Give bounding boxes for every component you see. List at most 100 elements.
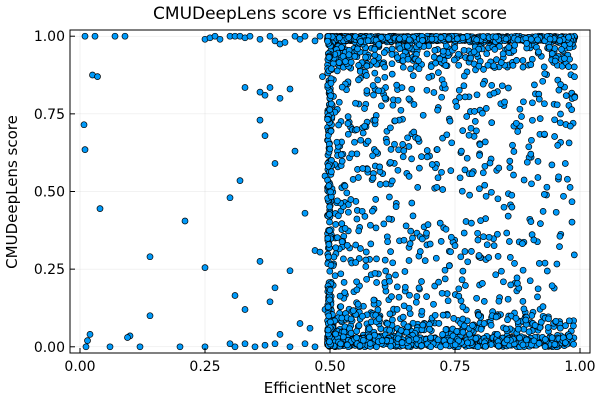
scatter-point [316,248,324,256]
scatter-point [539,303,547,310]
scatter-point [556,232,564,240]
scatter-point [404,134,411,142]
scatter-point [419,321,427,329]
scatter-point [481,162,489,170]
scatter-point [503,229,511,237]
scatter-point [551,341,559,348]
scatter-point [392,271,399,279]
scatter-point [338,83,346,91]
scatter-point [291,32,299,40]
scatter-point [338,157,346,165]
scatter-point [338,314,346,322]
scatter-point [211,32,219,40]
scatter-point [552,317,560,325]
scatter-point [296,35,304,43]
scatter-point [427,334,435,341]
scatter-point [393,306,401,313]
scatter-point [353,327,360,335]
scatter-point [423,153,431,161]
scatter-point [326,203,333,211]
scatter-point [438,289,446,297]
scatter-point [419,111,427,119]
scatter-point [353,126,361,133]
scatter-point [345,34,353,41]
scatter-point [534,293,541,301]
scatter-point [459,303,467,311]
scatter-point [436,55,444,63]
scatter-point [327,92,334,100]
scatter-point [226,194,234,202]
scatter-point [539,77,547,85]
scatter-point [370,296,378,304]
scatter-point [473,127,480,135]
scatter-point [541,336,549,343]
scatter-point [494,195,502,203]
scatter-point [485,233,493,241]
scatter-point [484,61,492,69]
scatter-point [463,154,471,162]
scatter-point [405,36,413,44]
scatter-point [359,312,366,320]
scatter-point [324,326,332,334]
scatter-point [514,279,521,287]
scatter-point [407,65,414,73]
scatter-point [388,177,396,185]
scatter-point [418,342,425,349]
scatter-point [548,282,556,290]
scatter-point [511,260,518,267]
scatter-point [357,136,365,144]
scatter-point [494,230,501,238]
scatter-point [325,54,333,61]
scatter-point [463,113,471,120]
scatter-point [343,189,351,197]
scatter-point [231,343,239,351]
scatter-point [537,318,545,326]
scatter-point [251,343,259,351]
scatter-point [396,35,403,43]
scatter-point [467,54,475,62]
scatter-point [311,343,319,351]
scatter-point [445,35,453,43]
scatter-point [326,338,333,346]
scatter-point [306,324,314,332]
scatter-point [474,236,482,244]
scatter-point [541,130,548,138]
scatter-point [535,48,542,56]
scatter-point [333,67,341,75]
scatter-point [508,191,516,199]
scatter-point [355,76,362,84]
scatter-point [492,33,500,41]
scatter-point [527,61,535,68]
scatter-point [401,283,409,291]
scatter-point [557,110,564,118]
scatter-point [461,166,469,174]
scatter-point [327,261,335,269]
scatter-point [498,82,506,90]
scatter-point [369,174,377,182]
scatter-point [482,192,490,200]
scatter-point [492,271,500,279]
scatter-point [529,116,536,124]
scatter-point [476,185,483,193]
scatter-point [333,234,341,241]
y-axis: 0.00 0.25 0.50 0.75 1.00 [34,29,75,356]
scatter-point [371,116,379,124]
scatter-point [343,341,351,349]
scatter-point [340,279,348,286]
scatter-point [327,100,335,108]
scatter-point [361,105,368,112]
scatter-point [347,196,355,203]
scatter-point [518,113,525,120]
scatter-point [341,225,349,232]
scatter-point [396,45,404,53]
scatter-point [352,259,360,266]
scatter-point [512,314,520,322]
scatter-point [505,43,513,51]
scatter-point [491,46,499,53]
scatter-point [111,32,119,40]
scatter-point [490,242,498,249]
scatter-point [447,248,454,256]
scatter-point [399,313,407,321]
scatter-point [470,48,478,56]
